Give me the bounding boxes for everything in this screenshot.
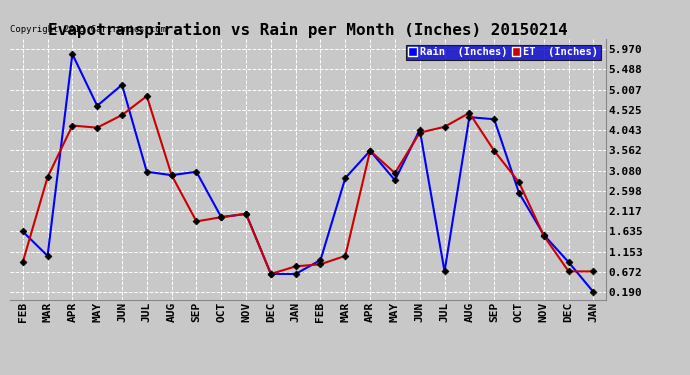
- Legend: Rain  (Inches), ET  (Inches): Rain (Inches), ET (Inches): [406, 45, 600, 60]
- Title: Evapotranspiration vs Rain per Month (Inches) 20150214: Evapotranspiration vs Rain per Month (In…: [48, 22, 568, 38]
- Text: Copyright 2015 Cartronics.com: Copyright 2015 Cartronics.com: [10, 25, 166, 34]
